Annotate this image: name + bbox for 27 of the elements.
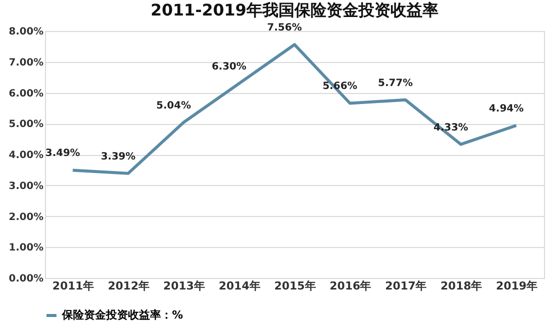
data-label: 5.04% (156, 100, 191, 112)
x-tick-label: 2012年 (108, 280, 150, 292)
y-tick-label: 6.00% (8, 88, 44, 100)
x-tick-label: 2014年 (218, 280, 260, 292)
data-label: 3.39% (100, 151, 136, 162)
y-tick-label: 3.00% (8, 180, 44, 192)
chart-title: 2011-2019年我国保险资金投资收益率 (150, 0, 438, 20)
y-tick-label: 0.00% (8, 274, 44, 284)
x-tick-label: 2018年 (440, 280, 482, 292)
x-tick-label: 2019年 (496, 280, 538, 292)
y-tick-label: 2.00% (8, 212, 44, 223)
data-label: 7.56% (267, 22, 302, 34)
x-tick-label: 2016年 (330, 280, 372, 292)
data-label: 6.30% (212, 61, 246, 72)
x-tick-label: 2011年 (52, 280, 94, 292)
x-tick-label: 2015年 (274, 280, 316, 292)
y-tick-label: 5.00% (8, 119, 44, 130)
legend-label: 保险资金投资收益率：% (61, 308, 184, 322)
y-tick-label: 8.00% (8, 26, 44, 38)
y-tick-label: 1.00% (8, 242, 44, 254)
data-label: 3.49% (45, 148, 80, 160)
y-tick-label: 4.00% (8, 150, 44, 161)
y-tick-label: 7.00% (8, 57, 44, 68)
data-label: 4.94% (488, 103, 524, 114)
x-tick-label: 2013年 (163, 280, 205, 292)
x-tick-label: 2017年 (385, 280, 427, 292)
data-label: 5.77% (378, 78, 413, 89)
